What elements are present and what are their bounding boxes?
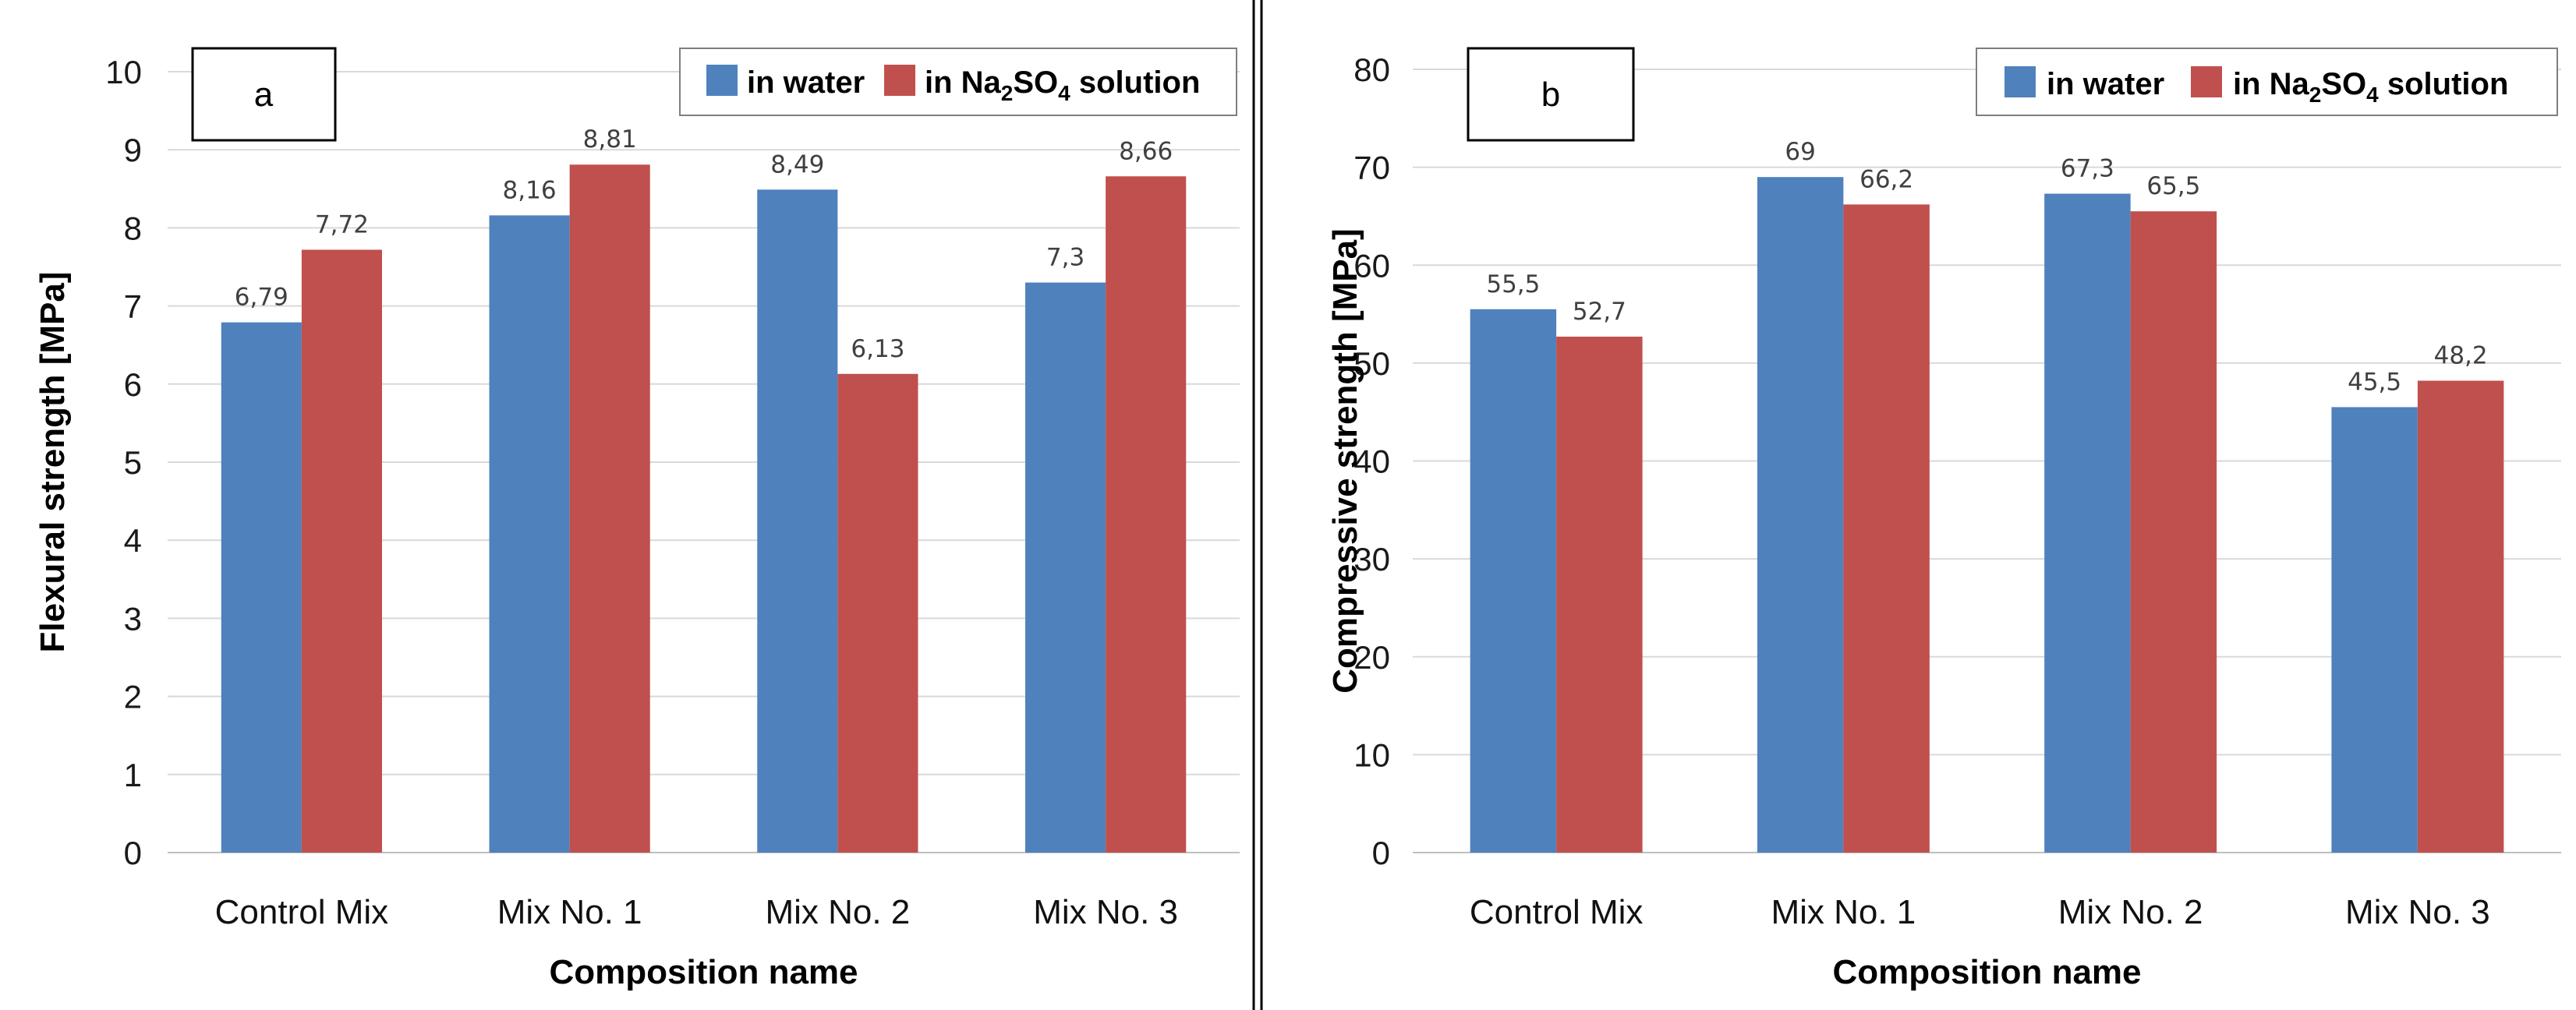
data-label: 67,3	[2061, 155, 2114, 183]
legend-label-solution: in Na2SO4 solution	[925, 65, 1200, 105]
x-axis-title: Composition name	[549, 953, 858, 991]
y-tick-label: 20	[1353, 639, 1390, 676]
legend-label-part: SO	[1013, 65, 1058, 100]
y-tick-label: 10	[1353, 736, 1390, 773]
y-axis-title: Flexural strength [MPa]	[34, 272, 72, 653]
y-tick-label: 50	[1353, 345, 1390, 382]
chart-a: 0 1 2 3 4 5 6 7 8 9 10 6,79 7,72 Control Mix 8,16 8,81 M…	[34, 47, 1240, 991]
bar-in-water[interactable]	[1025, 282, 1106, 853]
x-tick-label: Mix No. 2	[2058, 893, 2203, 931]
data-label: 55,5	[1486, 270, 1540, 298]
x-tick-label: Mix No. 2	[765, 893, 910, 931]
panel-label: b	[1541, 76, 1560, 114]
y-tick-label: 10	[105, 54, 142, 90]
bar-in-water[interactable]	[2044, 193, 2131, 853]
legend-swatch-solution	[2191, 66, 2222, 97]
legend-label-part: in Na	[925, 65, 1002, 100]
data-label: 65,5	[2146, 172, 2200, 200]
bar-in-water[interactable]	[757, 189, 838, 853]
legend-label-part: 4	[1058, 81, 1070, 105]
data-label: 66,2	[1859, 165, 1913, 193]
bar-in-water[interactable]	[221, 322, 302, 853]
panel-label: a	[254, 76, 274, 114]
data-label: 48,2	[2434, 341, 2488, 369]
data-label: 6,79	[235, 284, 288, 312]
legend-label-part: 2	[1001, 81, 1014, 105]
bar-in-water[interactable]	[2331, 407, 2418, 853]
bar-in-solution[interactable]	[1556, 336, 1643, 853]
x-tick-label: Control Mix	[215, 893, 389, 931]
legend-label-part: in Na	[2233, 67, 2310, 101]
bar-in-solution[interactable]	[569, 164, 650, 853]
y-tick-label: 80	[1353, 51, 1390, 88]
legend: in water in Na2SO4 solution	[679, 48, 1237, 116]
x-tick-label: Mix No. 1	[1771, 893, 1916, 931]
bar-in-solution[interactable]	[837, 373, 918, 853]
legend-swatch-water	[2005, 66, 2036, 97]
legend-label-part: SO	[2321, 67, 2366, 101]
data-label: 7,72	[315, 210, 369, 238]
legend-swatch-solution	[884, 65, 915, 96]
data-label: 7,3	[1046, 244, 1085, 272]
legend: in water in Na2SO4 solution	[1976, 48, 2558, 116]
bar-in-water[interactable]	[1757, 177, 1844, 853]
x-tick-label: Mix No. 1	[497, 893, 642, 931]
y-tick-label: 7	[124, 288, 142, 325]
y-tick-label: 3	[124, 600, 142, 637]
legend-label-water: in water	[747, 65, 865, 100]
legend-label-part: 2	[2309, 83, 2322, 107]
bar-in-solution[interactable]	[301, 249, 382, 853]
y-tick-label: 40	[1353, 443, 1390, 480]
legend-label-water: in water	[2047, 67, 2164, 101]
legend-label-part: solution	[2379, 67, 2509, 101]
legend-label-solution: in Na2SO4 solution	[2233, 67, 2508, 107]
x-tick-label: Mix No. 3	[1033, 893, 1178, 931]
legend-label-part: solution	[1070, 65, 1201, 100]
y-tick-label: 1	[124, 757, 142, 793]
bar-in-water[interactable]	[489, 215, 570, 853]
data-label: 8,81	[583, 125, 637, 154]
y-tick-label: 30	[1353, 541, 1390, 577]
data-label: 69	[1785, 138, 1815, 166]
bar-in-solution[interactable]	[2417, 380, 2504, 853]
y-tick-label: 5	[124, 444, 142, 481]
data-label: 8,16	[503, 176, 557, 204]
x-tick-label: Control Mix	[1470, 893, 1644, 931]
bar-in-solution[interactable]	[1843, 204, 1930, 853]
data-label: 52,7	[1573, 298, 1626, 326]
data-label: 45,5	[2348, 368, 2401, 396]
panel-label-box	[1467, 47, 1635, 142]
bar-in-water[interactable]	[1470, 309, 1557, 853]
y-tick-label: 9	[124, 132, 142, 168]
bar-in-solution[interactable]	[2130, 211, 2217, 853]
y-tick-label: 60	[1353, 247, 1390, 284]
y-tick-label: 0	[124, 835, 142, 871]
legend-box	[679, 48, 1237, 116]
data-label: 8,49	[770, 150, 824, 178]
y-axis-title: Compressive strength [MPa]	[1326, 228, 1364, 694]
panel-label-box	[191, 47, 337, 142]
legend-swatch-water	[706, 65, 738, 96]
chart-b: 0 10 20 30 40 50 60 70 80 55,5 52,7 Control Mix 69 66…	[1326, 47, 2561, 991]
data-label: 8,66	[1119, 137, 1173, 165]
bar-in-solution[interactable]	[1106, 176, 1187, 853]
legend-box	[1976, 48, 2558, 116]
x-tick-label: Mix No. 3	[2345, 893, 2490, 931]
y-tick-label: 70	[1353, 150, 1390, 186]
legend-label-part: 4	[2366, 83, 2379, 107]
x-axis-title: Composition name	[1832, 953, 2141, 991]
y-tick-label: 6	[124, 366, 142, 403]
y-tick-label: 8	[124, 210, 142, 246]
y-tick-label: 0	[1372, 835, 1390, 871]
y-tick-label: 4	[124, 522, 142, 559]
data-label: 6,13	[851, 335, 904, 363]
y-tick-label: 2	[124, 679, 142, 715]
